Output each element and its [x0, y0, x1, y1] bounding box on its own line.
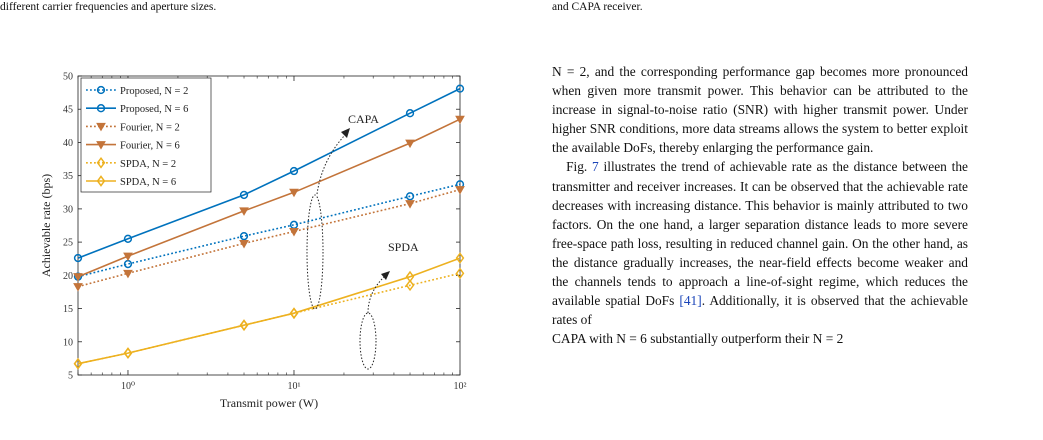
series-5-point — [455, 267, 465, 280]
series-4-point — [405, 139, 415, 149]
paragraph-2-end: . Additionally, it is observed that the … — [552, 293, 968, 328]
series-2-point — [405, 109, 415, 118]
paragraph-2-middle: illustrates the trend of achievable rate… — [552, 159, 968, 309]
legend-label-5: SPDA, N = 2 — [120, 159, 176, 170]
legend-label-2: Proposed, N = 6 — [120, 104, 188, 115]
series-6-point — [455, 252, 465, 264]
y-tick-label: 10 — [63, 337, 73, 348]
y-tick-label: 50 — [63, 72, 73, 83]
legend-marker-3 — [96, 122, 106, 132]
series-6-point — [289, 307, 299, 320]
series-6-point — [405, 270, 415, 283]
series-line-1 — [77, 183, 461, 278]
legend-label-4: Fourier, N = 6 — [120, 141, 180, 152]
series-6-point — [239, 319, 249, 332]
legend-label-1: Proposed, N = 2 — [120, 86, 188, 97]
y-tick-label: 45 — [63, 105, 73, 116]
series-3-point — [123, 269, 133, 279]
x-tick-label: 10⁰ — [121, 381, 135, 392]
series-3-point — [289, 227, 299, 237]
y-tick-label: 20 — [63, 271, 73, 282]
figure-reference-link[interactable]: 7 — [592, 159, 599, 175]
series-4-point — [123, 252, 133, 262]
paragraph-2-start: Fig. — [566, 159, 593, 175]
paragraph-1: N = 2, and the corresponding performance… — [552, 64, 968, 156]
series-line-2 — [77, 87, 461, 259]
capa-group-ellipse — [306, 194, 324, 310]
spda-arrow-line — [367, 275, 386, 314]
series-5-point — [405, 279, 415, 292]
series-3-point — [239, 239, 249, 249]
legend-marker-5 — [96, 156, 106, 169]
series-6-point — [73, 357, 83, 370]
legend: Proposed, N = 2 Proposed, N = 6 Fourier, N… — [80, 77, 212, 193]
capa-arrow-line — [316, 134, 346, 195]
series-1-point — [405, 192, 415, 201]
body-text: N = 2, and the corresponding performance… — [552, 62, 968, 348]
series-2-point — [239, 190, 249, 200]
paragraph-2: Fig. 7 illustrates the trend of achievab… — [552, 157, 968, 329]
legend-marker-1 — [96, 85, 106, 95]
series-6-point — [123, 347, 133, 359]
series-line-6 — [77, 257, 461, 365]
y-tick-label: 30 — [63, 204, 73, 215]
plot-layer: 5 10 15 20 25 30 35 40 45 50 10⁰ 10¹ 10² Transmit pow… — [39, 72, 467, 411]
legend-box — [80, 77, 212, 193]
series-4-point — [455, 115, 465, 125]
capa-arrow-head — [341, 128, 350, 138]
legend-marker-2 — [96, 104, 106, 113]
y-tick-label: 40 — [63, 138, 73, 149]
series-2-point — [289, 166, 299, 176]
x-tick-label: 10¹ — [287, 381, 300, 392]
series-4-point — [73, 273, 83, 282]
legend-marker-4 — [96, 141, 106, 150]
series-2-point — [123, 234, 133, 243]
legend-marker-6 — [96, 175, 106, 187]
figure-caption-left: different carrier frequencies and apertu… — [0, 1, 217, 13]
y-axis-label: Achievable rate (bps) — [39, 174, 53, 277]
spda-annotation: SPDA — [388, 240, 419, 254]
legend-label-6: SPDA, N = 6 — [120, 177, 176, 188]
series-4-point — [239, 207, 249, 216]
figure-caption-right: and CAPA receiver. — [552, 1, 643, 13]
series-3-point — [455, 186, 465, 195]
legend-label-3: Fourier, N = 2 — [120, 122, 180, 133]
series-line-4 — [77, 118, 461, 278]
series-1-point — [239, 231, 249, 241]
x-tick-label: 10² — [454, 381, 467, 392]
paragraph-2-cut-line: CAPA with N = 6 substantially outperform… — [552, 331, 844, 347]
series-line-3 — [77, 188, 461, 288]
y-tick-label: 5 — [68, 371, 73, 382]
y-tick-label: 25 — [63, 238, 73, 249]
x-axis-label: Transmit power (W) — [220, 396, 318, 410]
achievable-rate-chart: 5 10 15 20 25 30 35 40 45 50 10⁰ 10¹ 10² Transmit pow… — [39, 72, 467, 411]
y-tick-label: 15 — [63, 304, 73, 315]
spda-arrow-head — [381, 271, 390, 280]
series-3-point — [73, 283, 83, 292]
citation-link[interactable]: [41] — [679, 293, 702, 309]
spda-group-ellipse — [359, 312, 377, 370]
y-tick-label: 35 — [63, 171, 73, 182]
series-2-point — [455, 84, 465, 93]
series-3-point — [405, 200, 415, 209]
series-4-point — [289, 188, 299, 198]
series-2-point — [73, 253, 83, 263]
capa-annotation: CAPA — [348, 112, 379, 126]
